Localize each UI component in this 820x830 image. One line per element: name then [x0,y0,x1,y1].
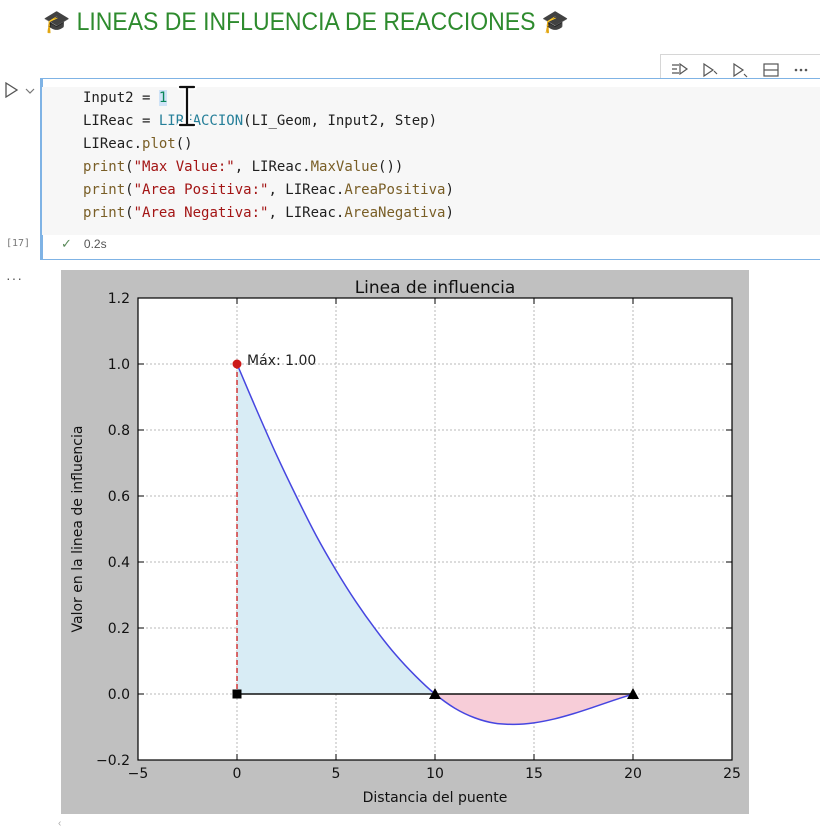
x-axis-label: Distancia del puente [363,790,508,806]
x-tick-label: 0 [233,766,242,782]
y-tick-label: 0.0 [108,687,130,703]
max-label: Máx: 1.00 [247,353,316,369]
notebook-heading: 🎓 LINEAS DE INFLUENCIA DE REACCIONES 🎓 [42,4,569,40]
heading-text: LINEAS DE INFLUENCIA DE REACCIONES [76,7,536,36]
execution-time: 0.2s [83,237,107,251]
code-token: LIReac = [83,113,159,129]
cell-status: ✓ 0.2s [61,236,107,252]
execute-above-icon[interactable] [697,58,723,82]
fixed-support-marker [232,689,242,699]
checkmark-icon: ✓ [61,236,72,251]
code-token: , LIReac. [268,205,345,221]
more-icon[interactable] [788,58,814,82]
execute-below-icon[interactable] [727,58,753,82]
chart-title: Linea de influencia [355,278,516,298]
code-token: AreaNegativa [344,205,446,221]
code-token: , LIReac. [234,159,311,175]
y-tick-label: 0.4 [108,555,130,571]
code-line: print("Max Value:", LIReac.MaxValue()) [83,156,403,178]
x-tick-label: 5 [332,766,341,782]
x-tick-label: 20 [624,766,642,782]
code-line: LIReac.plot() [83,133,193,155]
code-token: , LIReac. [268,182,345,198]
roller-support-marker [627,688,639,699]
code-token: print [83,182,126,198]
output-more-icon[interactable]: ··· [6,270,23,286]
x-tick-label: 15 [525,766,543,782]
code-token: print [83,205,126,221]
max-point [232,359,242,369]
roller-support-marker [429,688,441,699]
run-cell-icon[interactable] [4,81,20,99]
code-token: MaxValue [310,159,379,175]
y-tick-label: 0.2 [108,621,130,637]
code-token: 1 [158,90,168,106]
code-line: print("Area Positiva:", LIReac.AreaPosit… [83,179,454,201]
negative-area [435,694,633,725]
text-cursor-icon [176,84,198,128]
y-tick-label: 0.8 [108,423,130,439]
code-token: (LI_Geom, Input2, Step) [243,113,438,129]
code-token: "Area Negativa:" [133,205,269,221]
run-by-line-icon[interactable] [667,58,693,82]
code-token: LIReac. [83,136,143,152]
execution-count: [17] [6,238,31,249]
code-token: ()) [378,159,404,175]
positive-area [237,364,435,694]
x-tick-label: 25 [723,766,741,782]
code-token: Input2 = [83,90,159,106]
code-cell[interactable]: Input2 = 1 LIReac = LIREACCION(LI_Geom, I… [40,78,820,260]
y-axis-label: Valor en la linea de influencia [70,426,86,633]
y-tick-label: 1.0 [108,357,130,373]
code-token: ( [125,159,134,175]
code-token: plot [142,136,176,152]
code-token: "Max Value:" [133,159,235,175]
code-token: AreaPositiva [344,182,446,198]
split-cell-icon[interactable] [758,58,784,82]
code-token: print [83,159,126,175]
code-editor[interactable]: Input2 = 1 LIReac = LIREACCION(LI_Geom, I… [42,87,820,235]
code-token: () [175,136,193,152]
code-token: ) [445,182,454,198]
y-tick-label: 1.2 [108,291,130,307]
code-token: ( [125,182,134,198]
code-token: "Area Positiva:" [133,182,269,198]
x-tick-label: 10 [426,766,444,782]
y-tick-label: −0.2 [96,753,130,769]
chevron-down-icon[interactable] [24,84,36,96]
code-line: Input2 = 1 [83,87,168,109]
graduation-cap-icon: 🎓 [541,9,569,34]
graduation-cap-icon: 🎓 [42,9,71,34]
code-token: ) [445,205,454,221]
code-line: print("Area Negativa:", LIReac.AreaNegat… [83,202,454,224]
code-token: ( [125,205,134,221]
y-tick-label: 0.6 [108,489,130,505]
scroll-hint: ‹ [58,818,62,829]
x-tick-label: −5 [128,766,149,782]
